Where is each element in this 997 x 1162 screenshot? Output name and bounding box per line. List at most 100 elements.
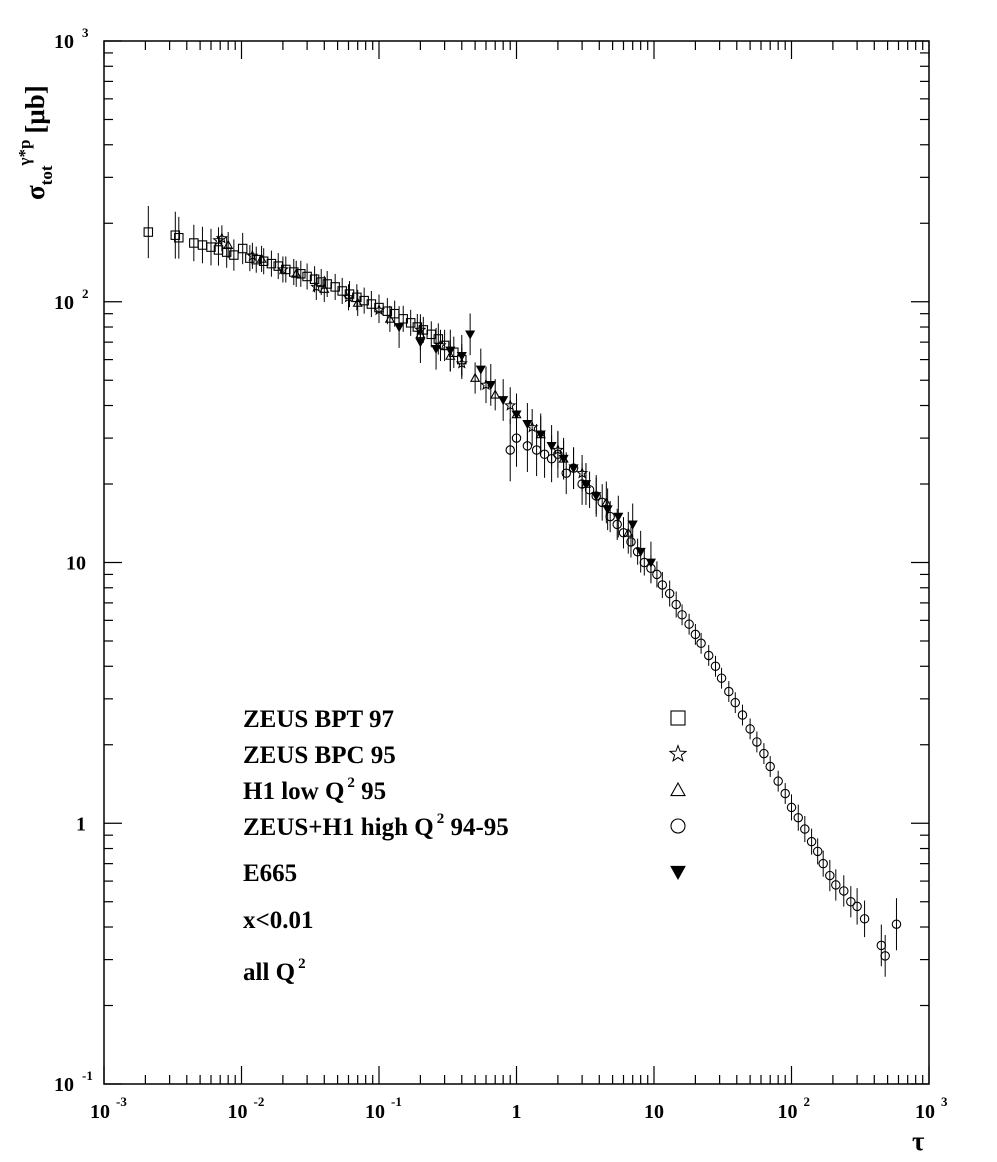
data-point [618, 528, 629, 538]
legend-marker [670, 818, 686, 834]
data-point [342, 290, 355, 303]
x-tick-label: 10 [644, 1101, 664, 1123]
x-tick-mantissa: 10 [90, 1101, 110, 1123]
y-tick-label: 10 [66, 553, 86, 575]
data-point [319, 283, 330, 293]
data-point [737, 710, 748, 720]
data-point [505, 445, 515, 455]
data-point [359, 295, 369, 306]
x-tick-label: 10 -2 [228, 1094, 265, 1123]
data-point [366, 299, 377, 309]
data-point [806, 836, 817, 847]
data-point [223, 239, 234, 249]
legend-label: E665 [243, 860, 297, 887]
x-axis-label: τ [912, 1126, 925, 1156]
data-point [553, 449, 563, 460]
x-tick-label: 10 2 [778, 1094, 811, 1123]
y-tick-label: 10 -1 [54, 1068, 93, 1096]
data-point [266, 258, 277, 269]
data-point [431, 344, 442, 355]
x-tick-mantissa: 10 [228, 1101, 248, 1123]
data-point [291, 268, 302, 278]
y-tick-mantissa: 10 [66, 553, 86, 575]
data-point [765, 761, 775, 772]
data-point [465, 330, 476, 340]
plot-frame [103, 40, 930, 1085]
data-point [344, 289, 355, 299]
data-point [635, 547, 646, 557]
data-point [831, 880, 841, 890]
series-open-star [212, 225, 589, 492]
data-point [372, 303, 386, 316]
data-point [780, 788, 790, 799]
x-tick-mantissa: 10 [644, 1101, 664, 1123]
data-point [773, 776, 783, 786]
data-point [623, 527, 634, 537]
series-filled-triangle-down [394, 306, 656, 584]
data-point [382, 306, 393, 316]
y-axis-label-unit: [μb] [20, 85, 50, 133]
legend-label-text: ZEUS BPT 97 [243, 706, 394, 733]
data-point [384, 313, 396, 323]
data-point [558, 454, 569, 464]
data-point [316, 277, 326, 287]
y-tick-label: 10 2 [54, 286, 89, 314]
data-point [612, 519, 622, 530]
data-point [215, 231, 229, 244]
data-point [568, 464, 579, 474]
legend-label-sup: 2 [437, 811, 445, 827]
data-point [535, 430, 546, 440]
data-point [759, 748, 769, 759]
annotation-text: x<0.01 [243, 907, 314, 934]
data-point [613, 512, 624, 522]
legend-label-sup: 2 [347, 775, 355, 791]
data-point [256, 253, 267, 263]
data-point [671, 599, 681, 610]
data-point [657, 580, 668, 590]
data-point [170, 230, 181, 240]
data-point [434, 338, 447, 351]
legend-label-after: 94-95 [444, 814, 509, 841]
data-point [456, 352, 467, 362]
data-point [337, 286, 347, 296]
data-point [645, 558, 656, 568]
data-point [597, 497, 607, 508]
data-point [561, 468, 571, 478]
y-axis-label-base: σ [20, 185, 50, 200]
x-tick-mantissa: 10 [365, 1101, 385, 1123]
data-point [839, 886, 849, 896]
x-tick-label: 10 -3 [90, 1094, 127, 1123]
y-axis-label-sub: tot [37, 165, 56, 185]
annotation-sup: 2 [298, 956, 306, 972]
data-layer [143, 206, 902, 977]
x-tick-exponent: -3 [116, 1094, 127, 1109]
data-point [745, 724, 755, 734]
y-tick-mantissa: 1 [76, 813, 86, 835]
legend-label: ZEUS BPT 97 [243, 706, 394, 733]
legend-marker [670, 865, 686, 881]
data-point [498, 396, 509, 406]
series-open-square [143, 206, 467, 376]
data-point [504, 399, 517, 411]
data-point [652, 569, 662, 580]
x-tick-exponent: 2 [804, 1094, 811, 1109]
data-point [309, 274, 320, 284]
data-point [511, 410, 522, 420]
data-point [730, 697, 741, 708]
data-point [302, 271, 312, 282]
data-point [859, 914, 870, 924]
data-point [258, 256, 269, 266]
y-tick-exponent: 3 [82, 25, 89, 40]
data-point [276, 262, 290, 275]
data-point [800, 824, 810, 834]
data-point [684, 619, 694, 629]
y-tick-exponent: 2 [82, 286, 89, 301]
data-point [627, 520, 638, 530]
x-tick-label: 10 3 [915, 1094, 948, 1123]
data-point [490, 389, 501, 399]
data-point [690, 629, 701, 640]
data-point [716, 673, 727, 683]
legend-label-text: H1 low Q [243, 778, 344, 805]
